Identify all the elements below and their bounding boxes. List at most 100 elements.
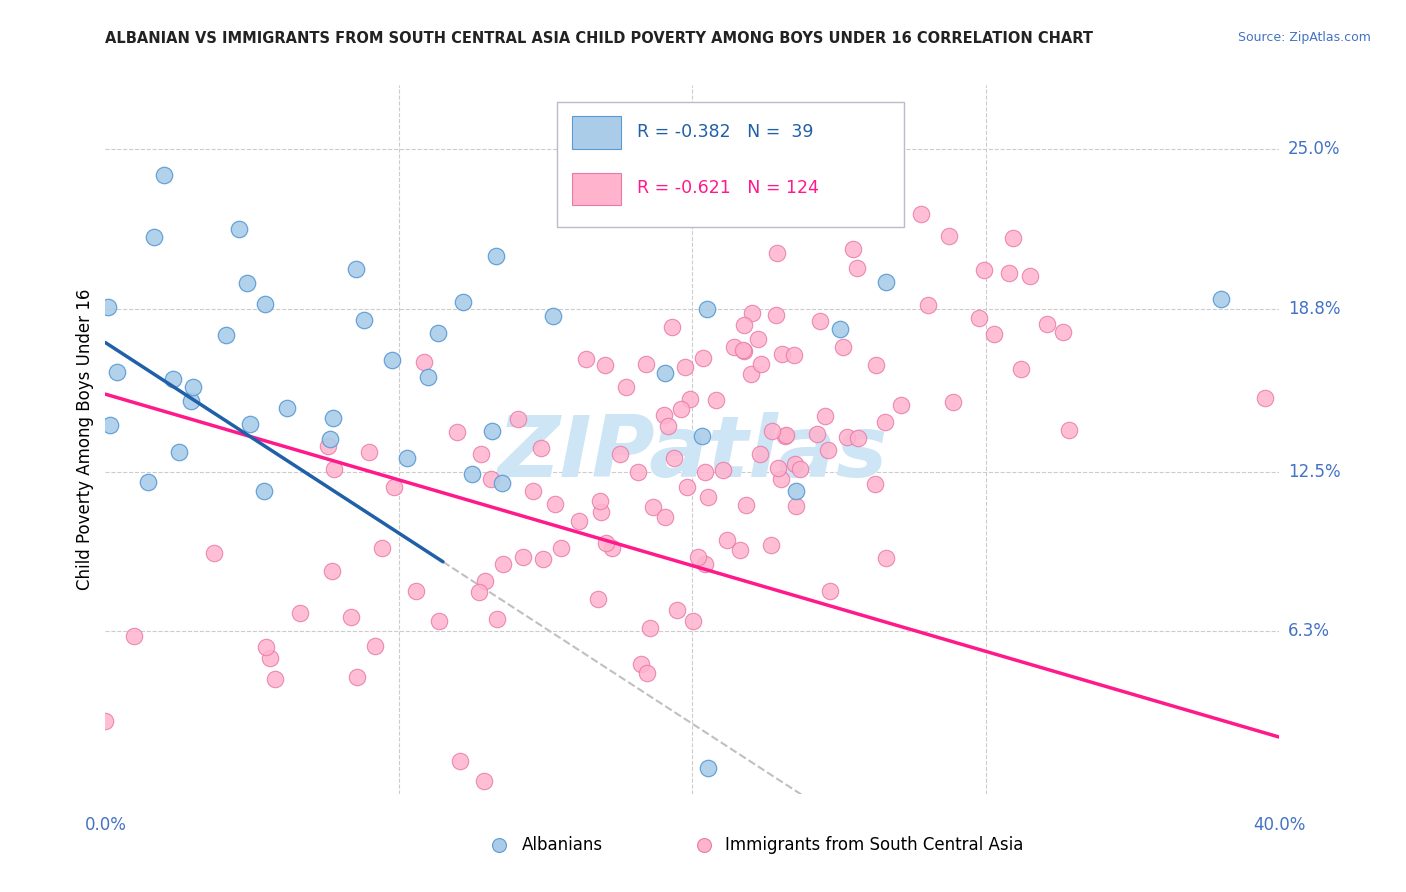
Point bbox=[512, 550, 534, 565]
Bar bbox=[571, 173, 621, 205]
Point bbox=[810, 313, 832, 327]
Point bbox=[162, 372, 184, 386]
FancyBboxPatch shape bbox=[557, 103, 904, 227]
Point bbox=[344, 262, 367, 277]
Y-axis label: Child Poverty Among Boys Under 16: Child Poverty Among Boys Under 16 bbox=[76, 289, 94, 590]
Point bbox=[595, 536, 617, 550]
Point bbox=[654, 510, 676, 524]
Point bbox=[716, 533, 738, 547]
Point bbox=[666, 603, 689, 617]
Point bbox=[427, 614, 450, 628]
Point bbox=[522, 483, 544, 498]
Point bbox=[98, 417, 121, 432]
Point bbox=[759, 538, 782, 552]
Text: 25.0%: 25.0% bbox=[1288, 140, 1340, 158]
Point bbox=[657, 419, 679, 434]
Point bbox=[1010, 362, 1032, 376]
Point bbox=[983, 327, 1005, 342]
Point bbox=[630, 657, 652, 671]
Point bbox=[202, 546, 225, 560]
Text: Albanians: Albanians bbox=[522, 836, 603, 854]
Point bbox=[634, 357, 657, 371]
Point bbox=[396, 450, 419, 465]
Point bbox=[831, 341, 853, 355]
Point bbox=[865, 359, 887, 373]
Text: 0.0%: 0.0% bbox=[84, 816, 127, 834]
Point bbox=[239, 417, 262, 431]
Point bbox=[446, 425, 468, 440]
Point bbox=[641, 500, 664, 514]
Point bbox=[747, 332, 769, 346]
Point bbox=[765, 308, 787, 322]
Point bbox=[214, 327, 236, 342]
Point bbox=[775, 428, 797, 442]
Text: ZIPatlas: ZIPatlas bbox=[498, 412, 887, 495]
Point bbox=[97, 301, 120, 315]
Point bbox=[766, 461, 789, 475]
Point bbox=[609, 447, 631, 461]
Point bbox=[586, 591, 609, 606]
Point bbox=[550, 541, 572, 556]
Point bbox=[461, 467, 484, 481]
Point bbox=[693, 465, 716, 479]
Point bbox=[820, 583, 842, 598]
Point bbox=[382, 480, 405, 494]
Point bbox=[508, 412, 530, 426]
Point bbox=[1036, 317, 1059, 331]
Text: R = -0.621   N = 124: R = -0.621 N = 124 bbox=[637, 178, 820, 196]
Point bbox=[785, 484, 807, 499]
Point bbox=[697, 761, 720, 775]
Point bbox=[749, 446, 772, 460]
Point bbox=[486, 611, 509, 625]
Text: 18.8%: 18.8% bbox=[1288, 300, 1340, 318]
Point bbox=[481, 425, 503, 439]
Point bbox=[766, 245, 789, 260]
Point bbox=[588, 494, 610, 508]
Point bbox=[381, 353, 404, 368]
Point bbox=[479, 472, 502, 486]
Point bbox=[353, 313, 375, 327]
Point bbox=[863, 476, 886, 491]
Point bbox=[288, 606, 311, 620]
Point bbox=[679, 392, 702, 406]
Point bbox=[704, 393, 727, 408]
Point bbox=[770, 347, 793, 361]
Point bbox=[890, 398, 912, 412]
Point bbox=[316, 439, 339, 453]
Text: ALBANIAN VS IMMIGRANTS FROM SOUTH CENTRAL ASIA CHILD POVERTY AMONG BOYS UNDER 16: ALBANIAN VS IMMIGRANTS FROM SOUTH CENTRA… bbox=[105, 31, 1094, 46]
Point bbox=[575, 352, 598, 367]
Point bbox=[474, 574, 496, 588]
Point bbox=[711, 463, 734, 477]
Point bbox=[841, 242, 863, 256]
Point bbox=[122, 629, 145, 643]
Point bbox=[180, 394, 202, 409]
Point bbox=[470, 447, 492, 461]
Point bbox=[693, 558, 716, 572]
Point bbox=[105, 365, 128, 379]
Point bbox=[749, 357, 772, 371]
Point bbox=[484, 249, 506, 263]
Point bbox=[1052, 325, 1074, 339]
Point bbox=[835, 430, 858, 444]
Point bbox=[873, 416, 896, 430]
Point bbox=[741, 306, 763, 320]
Point bbox=[692, 351, 714, 365]
Point bbox=[357, 444, 380, 458]
Text: 12.5%: 12.5% bbox=[1288, 463, 1340, 481]
Point bbox=[413, 355, 436, 369]
Point bbox=[276, 401, 298, 416]
Point bbox=[662, 450, 685, 465]
Point bbox=[339, 609, 361, 624]
Point bbox=[682, 614, 704, 628]
Point bbox=[733, 318, 755, 333]
Point bbox=[735, 498, 758, 512]
Point bbox=[669, 401, 692, 416]
Point bbox=[451, 295, 474, 310]
Point bbox=[846, 261, 869, 276]
Point bbox=[228, 221, 250, 235]
Point bbox=[259, 651, 281, 665]
Point bbox=[529, 441, 551, 455]
Point bbox=[673, 359, 696, 374]
Point bbox=[593, 358, 616, 372]
Point bbox=[636, 666, 658, 681]
